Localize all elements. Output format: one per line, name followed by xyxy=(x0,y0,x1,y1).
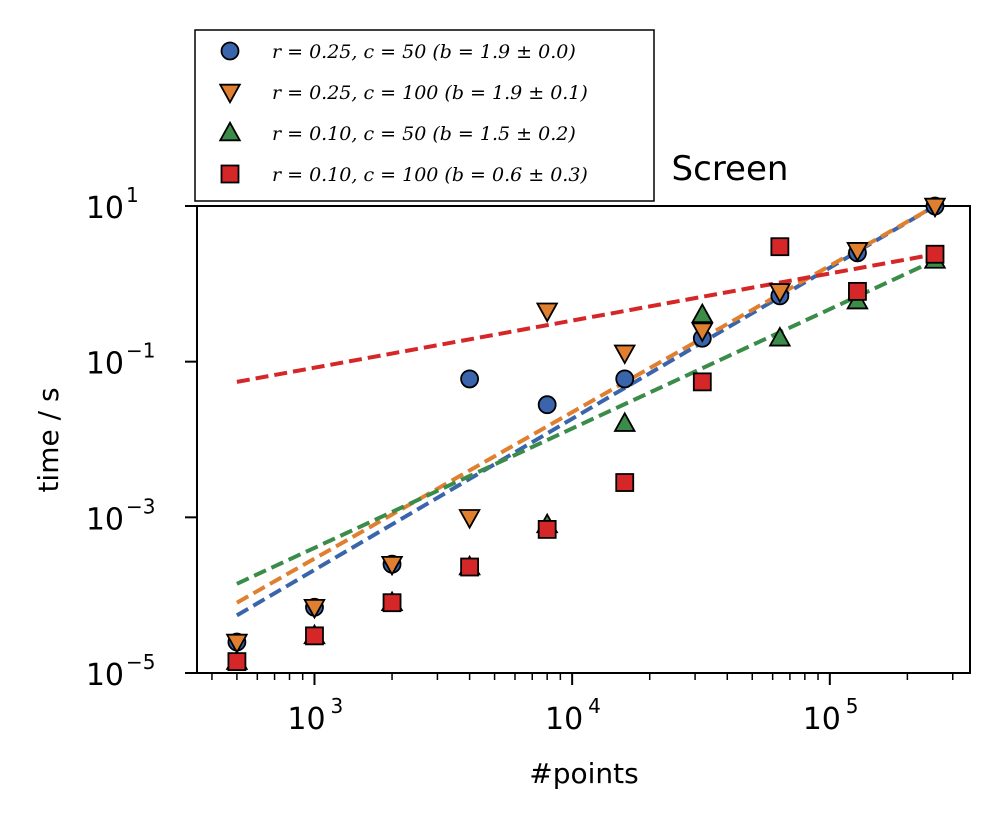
point-s3-6 xyxy=(613,411,637,432)
point-s2-8 xyxy=(768,283,792,304)
fit-line-4 xyxy=(236,252,936,384)
point-s2-2 xyxy=(303,598,326,620)
point-s3-8 xyxy=(768,326,792,347)
legend-label-2: r = 0.25, c = 100 (b = 1.9 ± 0.1) xyxy=(272,82,588,104)
legend-label-3: r = 0.10, c = 50 (b = 1.5 ± 0.2) xyxy=(272,123,576,145)
legend-label-4: r = 0.10, c = 100 (b = 0.6 ± 0.3) xyxy=(272,164,588,186)
point-s2-1 xyxy=(225,633,249,655)
x-axis-ticks: 10 3 10 4 10 5 xyxy=(211,673,954,737)
point-s1-5 xyxy=(537,395,557,415)
data-points xyxy=(225,196,947,672)
y-tick-exp-2: −3 xyxy=(126,494,155,518)
point-s1-4 xyxy=(460,369,480,389)
y-tick-exp-1: −5 xyxy=(126,650,155,674)
x-tick-exp-3: 5 xyxy=(846,694,859,718)
legend-marker-2 xyxy=(218,83,242,105)
y-tick-label-4: 10 xyxy=(86,191,124,226)
fit-line-3 xyxy=(236,258,936,586)
fit-lines xyxy=(235,204,937,618)
point-s2-9 xyxy=(846,242,869,263)
point-s4-3 xyxy=(382,593,402,613)
y-axis-label: time / s xyxy=(32,387,65,492)
point-s1-6 xyxy=(615,369,635,389)
legend-label-1: r = 0.25, c = 50 (b = 1.9 ± 0.0) xyxy=(272,41,576,63)
point-s2-10 xyxy=(923,197,947,219)
y-tick-label-2: 10 xyxy=(86,502,124,537)
point-s4-4 xyxy=(460,557,480,577)
point-s4-1 xyxy=(227,652,247,672)
y-tick-exp-3: −1 xyxy=(126,339,155,363)
legend-marker-3 xyxy=(218,120,242,142)
point-s4-5 xyxy=(537,519,557,539)
point-s2-6 xyxy=(613,344,637,365)
point-s2-3 xyxy=(380,555,404,577)
legend-box xyxy=(194,29,655,202)
x-tick-label-3: 10 xyxy=(803,702,841,737)
x-tick-exp-2: 4 xyxy=(588,694,601,718)
chart-title: Screen xyxy=(672,149,789,189)
point-s2-4 xyxy=(458,509,481,530)
y-tick-label-1: 10 xyxy=(86,658,124,693)
point-s4-7 xyxy=(692,372,712,392)
x-tick-exp-1: 3 xyxy=(330,694,343,718)
point-s4-8 xyxy=(770,237,790,257)
point-s2-7 xyxy=(691,322,714,343)
point-s4-9 xyxy=(848,281,867,301)
x-axis-label: #points xyxy=(529,757,638,790)
legend-marker-1 xyxy=(220,41,240,61)
x-tick-label-2: 10 xyxy=(545,702,583,737)
fit-line-2 xyxy=(235,204,936,605)
x-tick-label-1: 10 xyxy=(287,702,325,737)
point-s3-7 xyxy=(691,302,714,324)
y-tick-exp-4: 1 xyxy=(126,183,139,207)
point-s2-5 xyxy=(535,302,559,323)
legend-marker-4 xyxy=(220,164,240,184)
y-tick-label-3: 10 xyxy=(86,347,124,382)
legend: r = 0.25, c = 50 (b = 1.9 ± 0.0) r = 0.25… xyxy=(194,29,655,202)
point-s4-2 xyxy=(305,626,324,646)
point-s4-6 xyxy=(615,473,635,492)
plot-area xyxy=(196,205,971,674)
point-s4-10 xyxy=(925,244,945,264)
